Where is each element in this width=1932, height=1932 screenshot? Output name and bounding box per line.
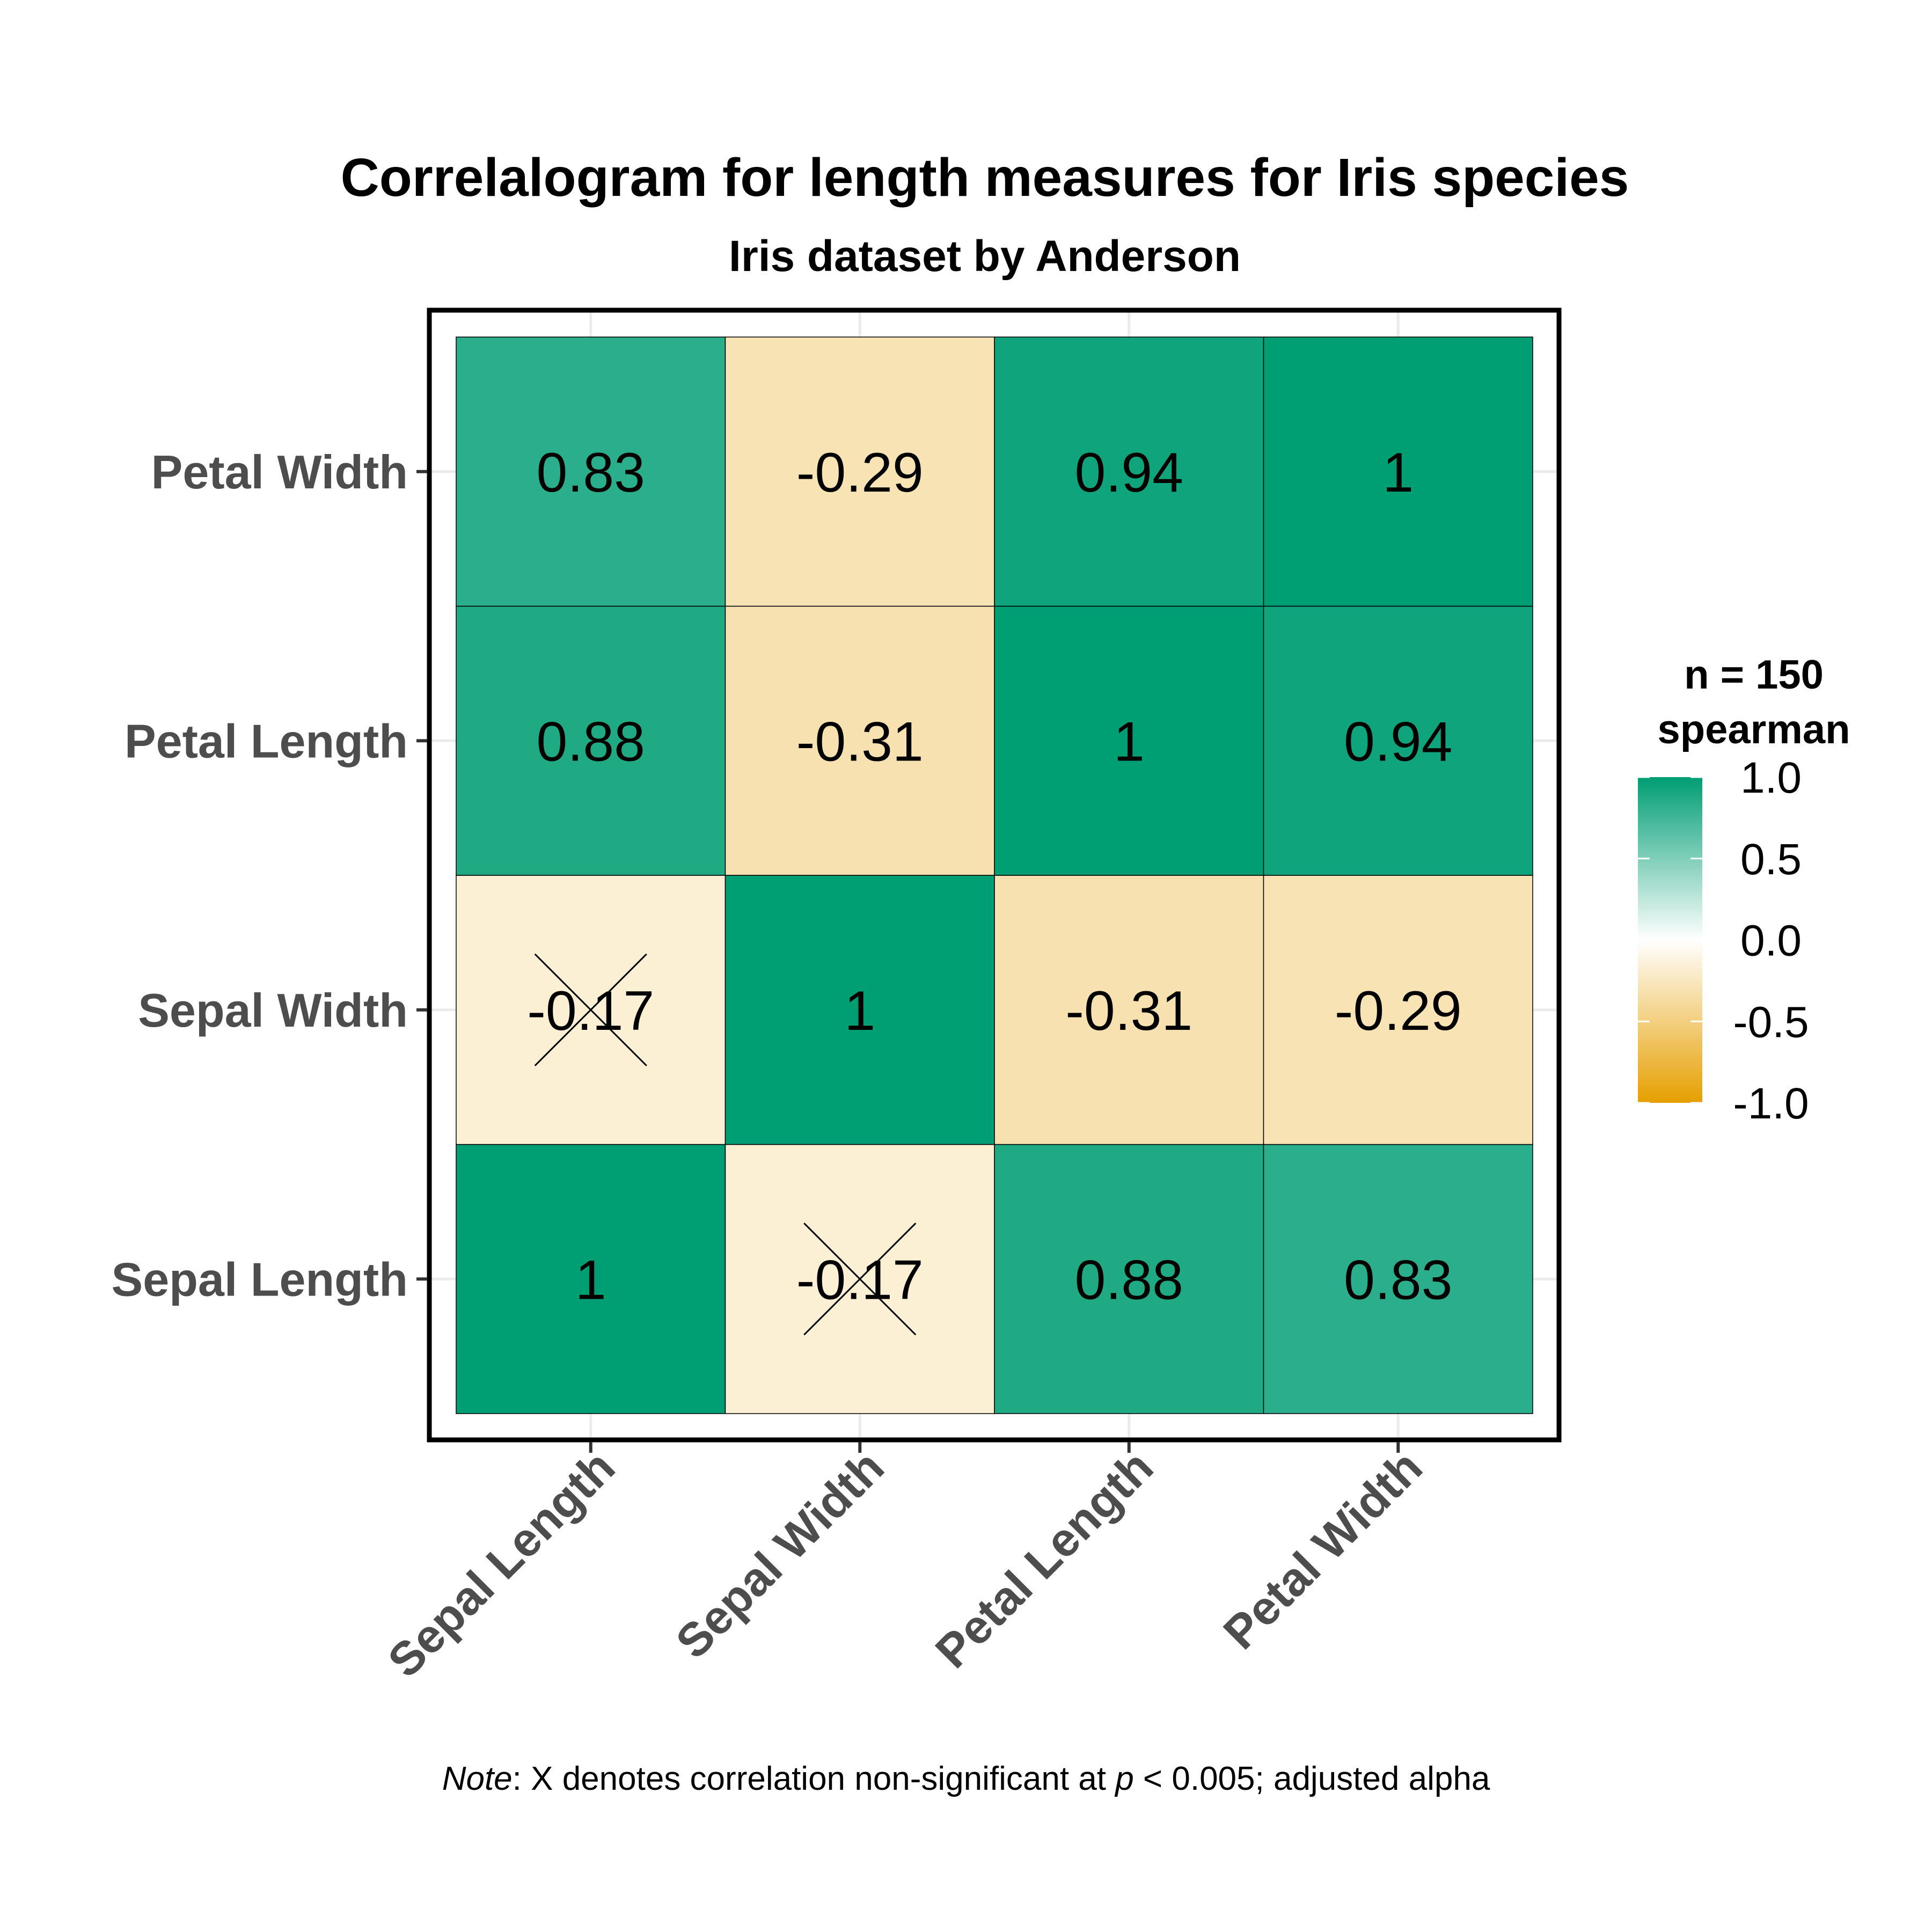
heatmap-cell-petal-width-sepal-width: [1263, 875, 1533, 1145]
heatmap-cell-petal-width-petal-width: [1263, 336, 1533, 607]
cell-label-sepal-width-petal-width: -0.29: [796, 442, 924, 504]
legend-tick-label: -0.5: [1733, 998, 1809, 1046]
heatmap-cell-petal-length-petal-width: [994, 336, 1264, 607]
cell-label-sepal-width-petal-length: -0.31: [796, 711, 924, 773]
heatmap-cell-petal-width-petal-length: [1263, 605, 1533, 876]
x-tick-label-petal-width: Petal Width: [1213, 1440, 1432, 1659]
cell-label-petal-width-petal-width: 1: [1382, 442, 1414, 504]
cell-label-petal-width-petal-length: 0.94: [1344, 711, 1452, 773]
x-axis: Sepal Length Sepal Width Petal Length Petal…: [378, 1440, 1432, 1687]
cell-label-petal-length-sepal-width: -0.31: [1065, 980, 1192, 1042]
panel-border: [427, 308, 1562, 1443]
heatmap-cell-petal-length-petal-length: [994, 605, 1264, 876]
cell-label-petal-width-sepal-width: -0.29: [1335, 980, 1462, 1042]
cell-label-sepal-length-petal-length: 0.88: [537, 711, 645, 773]
legend-tick-label: -1.0: [1733, 1079, 1809, 1128]
y-tick-label-sepal-length: Sepal Length: [112, 1253, 408, 1306]
non-significant-mark: [803, 1223, 917, 1336]
cell-label-sepal-length-sepal-length: 1: [575, 1249, 606, 1311]
legend-tick-label: 0.5: [1740, 835, 1802, 884]
caption-text-after-p: < 0.005; adjusted alpha: [1134, 1760, 1490, 1797]
caption-text-before-p: : X denotes correlation non-significant …: [513, 1760, 1116, 1797]
y-tick-label-petal-length: Petal Length: [125, 714, 408, 767]
chart-title: Correlalogram for length measures for Ir…: [341, 148, 1629, 208]
caption-note-label: Note: [442, 1760, 513, 1797]
legend-title-line-1: n = 150: [1684, 652, 1824, 698]
chart-subtitle: Iris dataset by Anderson: [729, 232, 1241, 281]
y-axis: Sepal Length Sepal Width Petal Length Petal…: [112, 445, 427, 1306]
cell-label-petal-length-petal-width: 0.94: [1075, 442, 1183, 504]
non-significant-marks: [534, 953, 917, 1336]
caption-p-symbol: p: [1114, 1760, 1133, 1797]
heatmap-cell-sepal-length-petal-width: [456, 336, 726, 607]
x-tick-label-petal-length: Petal Length: [925, 1440, 1163, 1678]
cell-label-petal-width-sepal-length: 0.83: [1344, 1249, 1452, 1311]
cell-label-sepal-width-sepal-width: 1: [844, 980, 875, 1042]
cell-label-petal-length-petal-length: 1: [1114, 711, 1145, 773]
cell-label-petal-length-sepal-length: 0.88: [1075, 1249, 1183, 1311]
legend-tick-label: 1.0: [1740, 753, 1802, 802]
x-tick-label-sepal-length: Sepal Length: [378, 1440, 625, 1687]
cell-label-sepal-length-petal-width: 0.83: [537, 442, 645, 504]
non-significant-mark: [534, 953, 647, 1066]
chart-caption: Note: X denotes correlation non-signific…: [442, 1760, 1490, 1797]
y-tick-label-petal-width: Petal Width: [151, 445, 408, 499]
legend-tick-label: 0.0: [1740, 917, 1802, 965]
cell-labels: 1-0.170.880.83-0.171-0.31-0.290.88-0.311…: [527, 442, 1462, 1312]
color-legend: n = 150 spearman 1.0 0.5 0.0 -0.5 -1.0: [1638, 652, 1850, 1128]
heatmap-cell-sepal-width-sepal-width: [724, 875, 995, 1145]
legend-title-line-2: spearman: [1657, 707, 1850, 752]
x-tick-label-sepal-width: Sepal Width: [665, 1440, 894, 1668]
heatmap-cell-petal-length-sepal-length: [994, 1144, 1264, 1414]
heatmap-cell-petal-width-sepal-length: [1263, 1144, 1533, 1414]
heatmap-cell-sepal-width-petal-width: [724, 336, 995, 607]
heatmap-cell-sepal-length-petal-length: [456, 605, 726, 876]
y-tick-label-sepal-width: Sepal Width: [138, 984, 408, 1037]
heatmap-cell-sepal-length-sepal-length: [456, 1144, 726, 1414]
